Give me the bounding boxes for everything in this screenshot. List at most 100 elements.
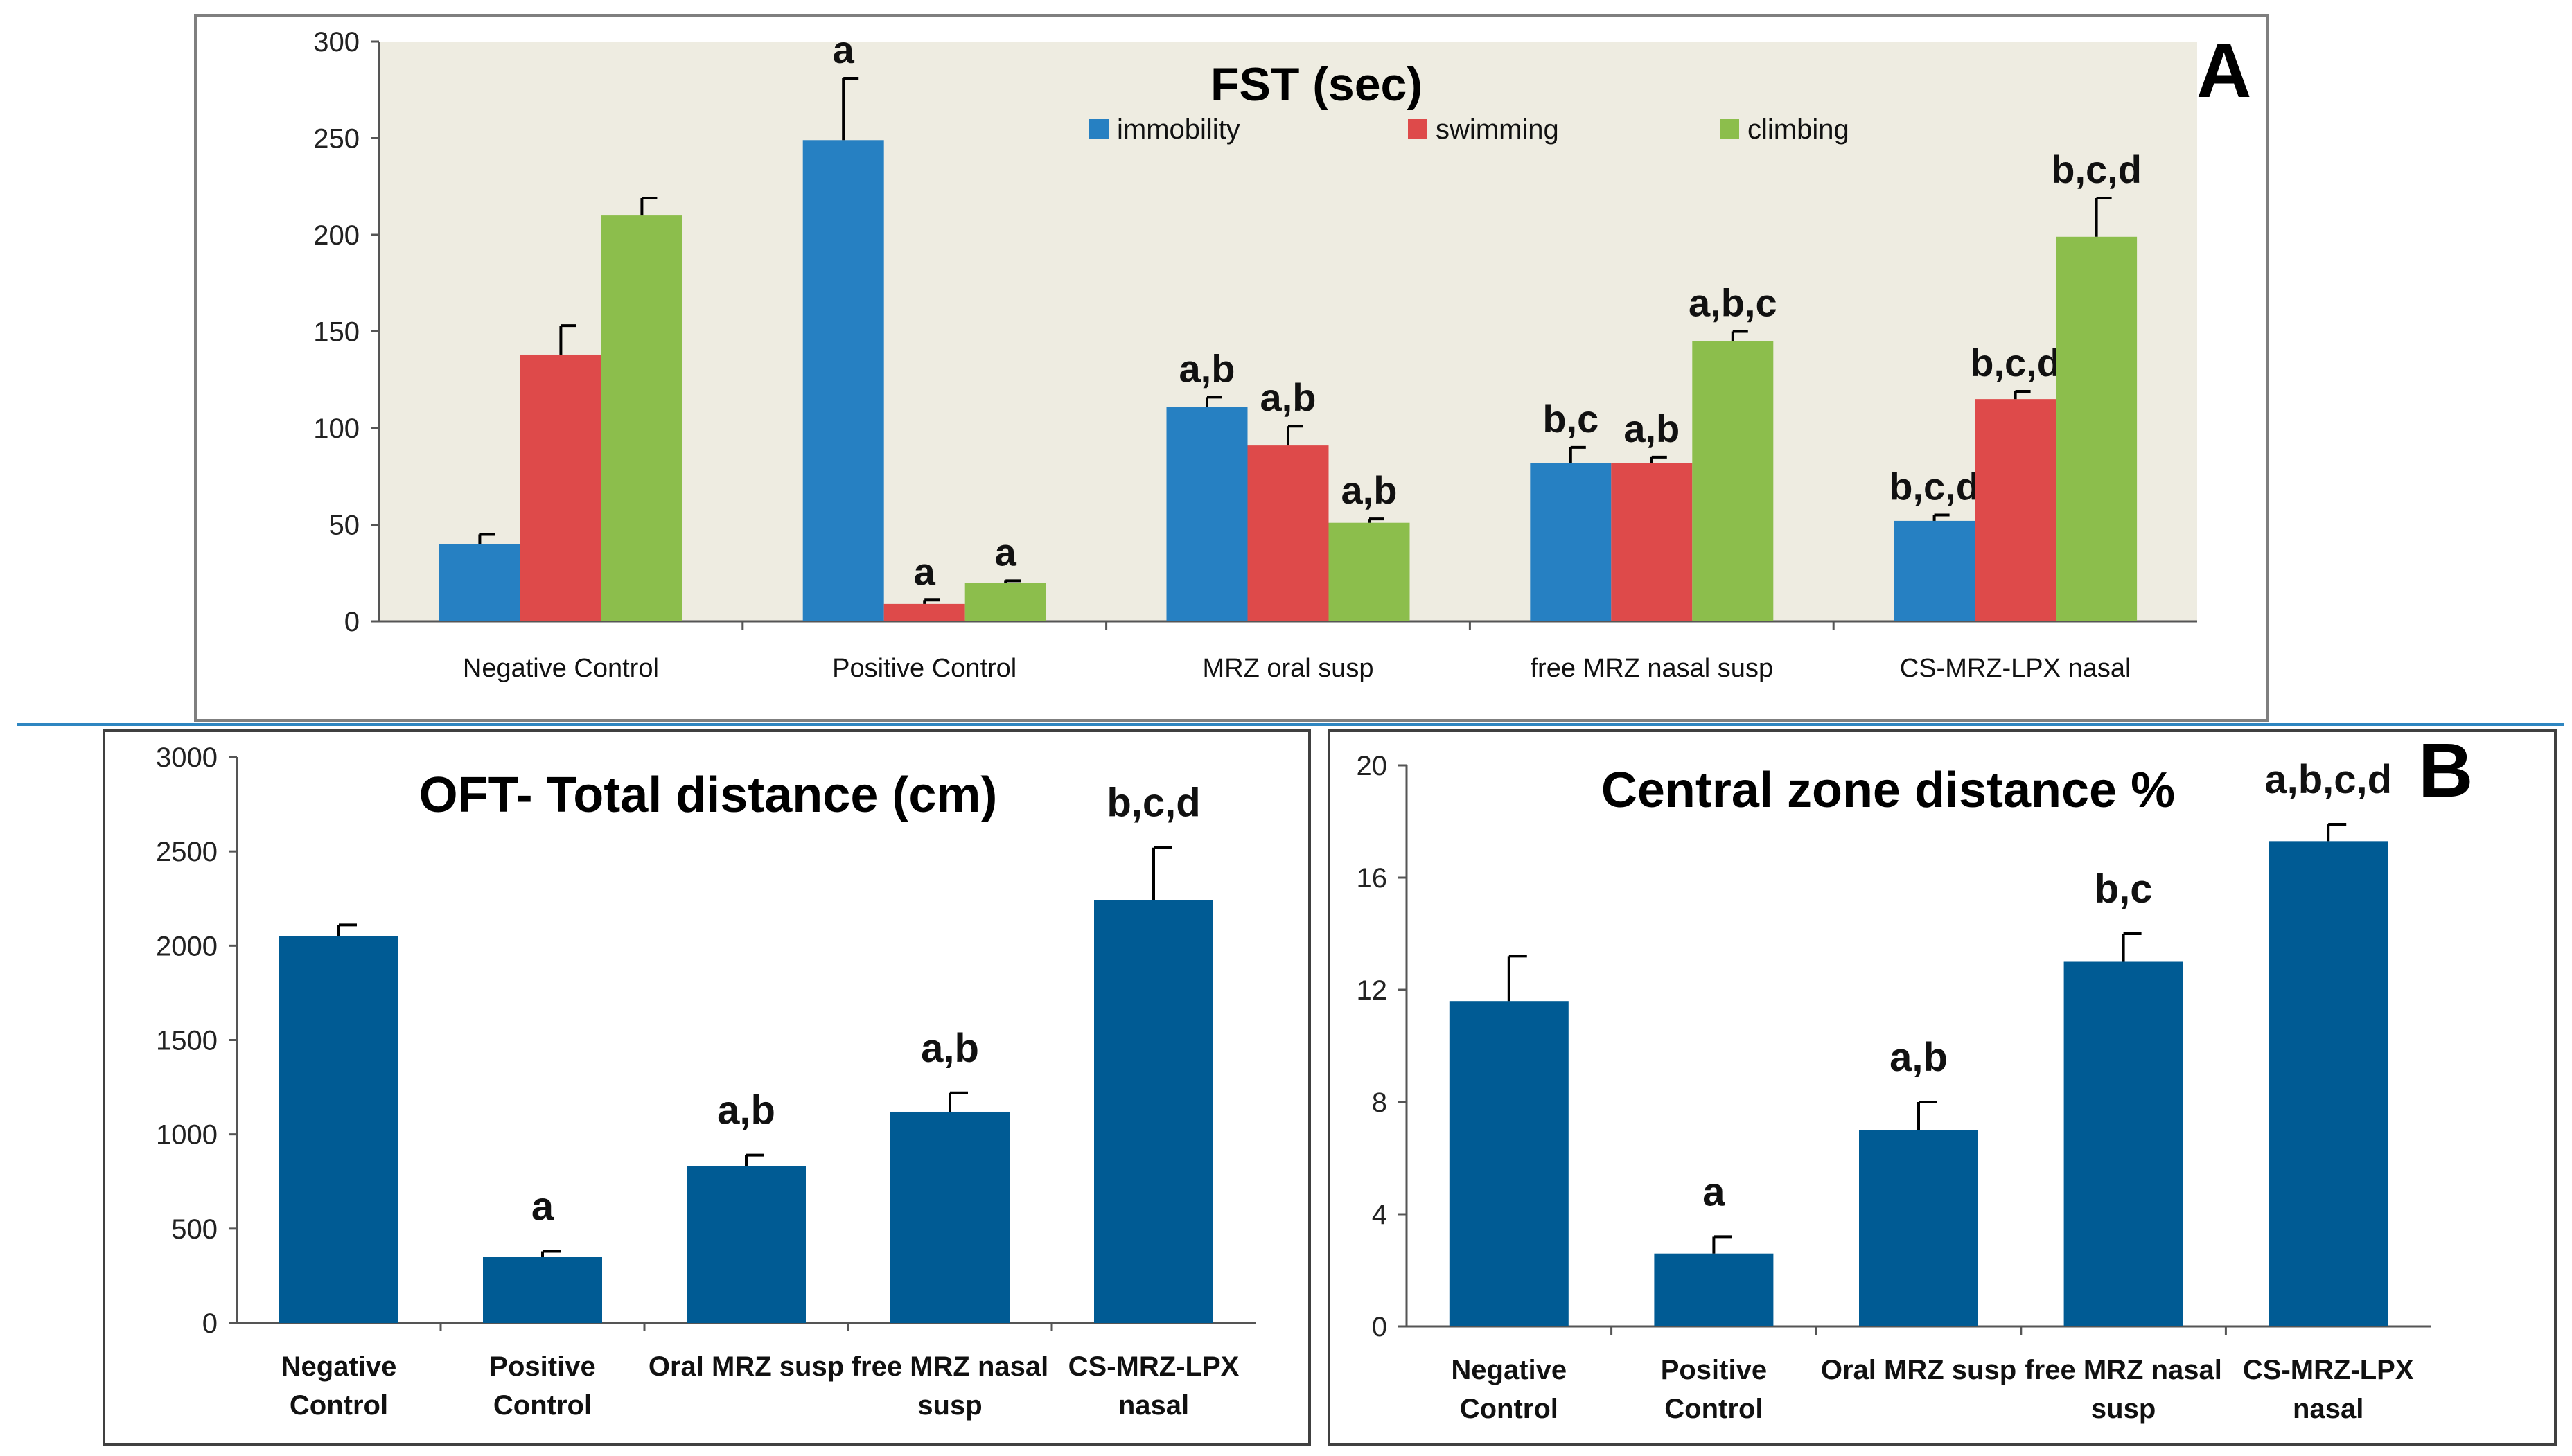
fst-significance-label: a,b,c — [1689, 281, 1777, 325]
czd-bar-negative-control — [1449, 1001, 1569, 1326]
oft-chart-title: OFT- Total distance (cm) — [419, 767, 998, 823]
panel-letter-a: A — [2196, 28, 2251, 114]
fst-y-tick-label: 250 — [313, 124, 360, 154]
oft-bar-negative-control — [279, 936, 398, 1323]
fst-category-label: Negative Control — [463, 654, 659, 683]
czd-category-label: nasal — [2293, 1394, 2363, 1424]
oft-y-tick-label: 2500 — [156, 837, 218, 867]
fst-significance-label: a — [995, 530, 1017, 574]
panel-letter-b: B — [2418, 728, 2473, 813]
fst-bar-immobility-free-mrz-nasal-susp — [1530, 463, 1612, 621]
fst-significance-label: a — [914, 549, 936, 593]
oft-bar-free-mrz-nasal-susp — [890, 1111, 1010, 1323]
oft-y-tick-label: 2000 — [156, 931, 218, 961]
fst-bar-swimming-free-mrz-nasal-susp — [1611, 463, 1693, 621]
fst-bar-immobility-negative-control — [439, 544, 520, 621]
fst-category-label: MRZ oral susp — [1202, 654, 1373, 683]
fst-bar-climbing-negative-control — [601, 215, 682, 622]
fst-significance-label: a,b — [1179, 346, 1235, 390]
czd-y-tick-label: 20 — [1357, 751, 1388, 781]
fst-chart-title: FST (sec) — [1210, 58, 1422, 111]
fst-bar-climbing-mrz-oral-susp — [1328, 522, 1410, 621]
oft-significance-label: a,b — [717, 1088, 775, 1133]
fst-bar-immobility-mrz-oral-susp — [1166, 407, 1248, 621]
fst-y-tick-label: 0 — [344, 607, 360, 637]
oft-y-tick-label: 500 — [171, 1214, 218, 1245]
czd-significance-label: a — [1702, 1169, 1725, 1214]
fst-category-label: free MRZ nasal susp — [1531, 654, 1774, 683]
fst-y-tick-label: 100 — [313, 414, 360, 444]
fst-significance-label: a,b — [1623, 407, 1680, 450]
czd-bar-positive-control — [1654, 1253, 1774, 1326]
fst-legend-label-climbing: climbing — [1747, 114, 1849, 145]
oft-category-label: nasal — [1118, 1390, 1189, 1421]
czd-significance-label: b,c — [2095, 867, 2153, 912]
fst-y-tick-label: 50 — [329, 511, 360, 541]
fst-y-tick-label: 200 — [313, 220, 360, 251]
czd-bar-free-mrz-nasal-susp — [2063, 961, 2183, 1326]
czd-y-tick-label: 12 — [1357, 975, 1388, 1006]
fst-bar-climbing-positive-control — [964, 583, 1046, 621]
fst-bar-immobility-positive-control — [802, 140, 884, 622]
czd-y-tick-label: 4 — [1372, 1200, 1387, 1230]
fst-bar-climbing-cs-mrz-lpx-nasal — [2056, 236, 2138, 621]
fst-category-label: CS-MRZ-LPX nasal — [1900, 654, 2131, 683]
fst-significance-label: b,c,d — [1970, 341, 2061, 384]
oft-category-label: Control — [290, 1390, 388, 1421]
fst-chart: 0 50 100 150 200 250 300 Negative Control a a a Pos… — [313, 27, 2197, 683]
fst-category-label: Positive Control — [832, 654, 1016, 683]
fst-y-tick-label: 300 — [313, 27, 360, 57]
fst-significance-label: a — [833, 28, 855, 71]
fst-legend-label-immobility: immobility — [1117, 114, 1240, 145]
oft-y-tick-label: 0 — [202, 1308, 218, 1339]
fst-bar-climbing-free-mrz-nasal-susp — [1692, 341, 1774, 621]
fst-significance-label: a,b — [1341, 468, 1398, 512]
oft-category-label: Control — [493, 1390, 592, 1421]
czd-significance-label: a,b — [1890, 1035, 1948, 1080]
czd-y-tick-label: 16 — [1357, 863, 1388, 894]
oft-significance-label: b,c,d — [1107, 781, 1200, 826]
oft-significance-label: a,b — [921, 1026, 979, 1071]
czd-category-label: free MRZ nasal — [2025, 1355, 2222, 1385]
czd-y-tick-label: 8 — [1372, 1087, 1387, 1118]
oft-bar-positive-control — [483, 1257, 602, 1323]
oft-category-label: susp — [917, 1390, 982, 1421]
czd-category-label: Oral MRZ susp — [1821, 1355, 2016, 1385]
fst-legend-label-swimming: swimming — [1436, 114, 1559, 145]
czd-category-label: CS-MRZ-LPX — [2243, 1355, 2414, 1385]
fst-bar-swimming-negative-control — [520, 354, 601, 621]
fst-bar-swimming-positive-control — [883, 603, 965, 621]
czd-bar-cs-mrz-lpx-nasal — [2269, 841, 2388, 1326]
oft-category-label: Negative — [281, 1351, 397, 1382]
oft-chart: 0 500 1000 1500 2000 2500 3000 Negative Control a… — [156, 743, 1256, 1421]
czd-category-label: susp — [2091, 1394, 2156, 1424]
czd-category-label: Positive — [1661, 1355, 1767, 1385]
fst-y-tick-label: 150 — [313, 317, 360, 348]
czd-y-tick-label: 0 — [1372, 1312, 1387, 1342]
fst-bar-immobility-cs-mrz-lpx-nasal — [1894, 520, 1975, 621]
fst-significance-label: b,c,d — [2051, 148, 2142, 191]
oft-category-label: Positive — [489, 1351, 595, 1382]
oft-category-label: Oral MRZ susp — [649, 1351, 844, 1382]
fst-significance-label: a,b — [1260, 375, 1316, 419]
oft-bar-cs-mrz-lpx-nasal — [1094, 900, 1213, 1323]
fst-legend-swatch-swimming — [1408, 119, 1427, 139]
fst-bar-swimming-mrz-oral-susp — [1247, 445, 1329, 621]
oft-y-tick-label: 1500 — [156, 1026, 218, 1056]
fst-legend-swatch-immobility — [1089, 119, 1109, 139]
czd-bar-oral-mrz-susp — [1859, 1130, 1978, 1326]
czd-category-label: Control — [1460, 1394, 1558, 1424]
czd-chart-title: Central zone distance % — [1601, 763, 2175, 818]
oft-significance-label: a — [531, 1184, 554, 1229]
oft-y-tick-label: 3000 — [156, 743, 218, 773]
fst-significance-label: b,c,d — [1889, 465, 1980, 508]
oft-category-label: free MRZ nasal — [852, 1351, 1049, 1382]
czd-category-label: Control — [1664, 1394, 1763, 1424]
fst-significance-label: b,c — [1542, 397, 1598, 441]
oft-category-label: CS-MRZ-LPX — [1068, 1351, 1240, 1382]
czd-chart: 0 4 8 12 16 20 Negative Control a Positive Control… — [1357, 751, 2431, 1424]
oft-y-tick-label: 1000 — [156, 1120, 218, 1151]
czd-category-label: Negative — [1451, 1355, 1567, 1385]
oft-bar-oral-mrz-susp — [687, 1166, 806, 1323]
